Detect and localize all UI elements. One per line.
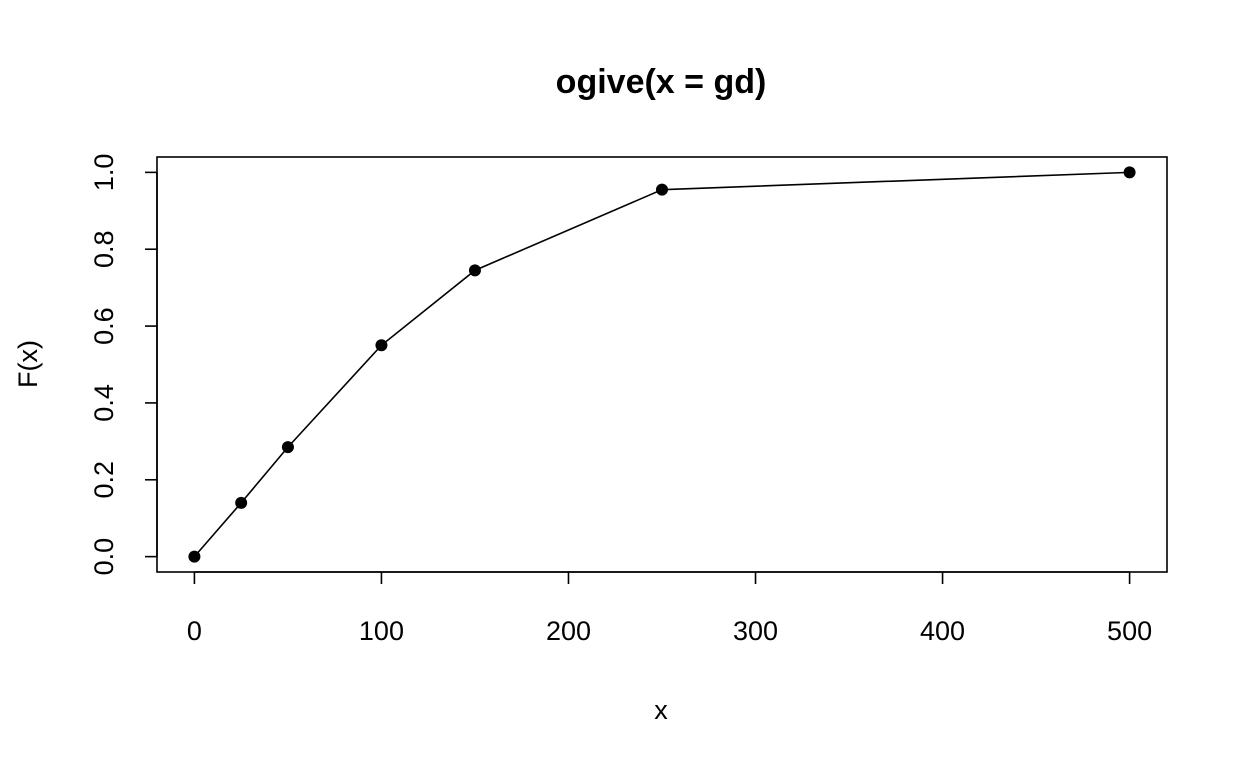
data-point — [235, 496, 248, 509]
data-point — [468, 264, 481, 277]
y-tick-label: 0.8 — [89, 230, 119, 268]
data-point — [188, 550, 201, 563]
x-tick-label: 300 — [733, 616, 778, 646]
y-axis-label: F(x) — [13, 340, 43, 388]
x-tick-label: 500 — [1107, 616, 1152, 646]
y-axis: 0.0 0.2 0.4 0.6 0.8 1.0 — [89, 154, 158, 576]
x-tick-label: 400 — [920, 616, 965, 646]
data-point — [656, 183, 668, 196]
x-tick-label: 100 — [359, 616, 404, 646]
x-tick-label: 0 — [187, 616, 202, 646]
y-tick-label: 0.6 — [89, 307, 119, 345]
x-axis: 0 100 200 300 400 500 — [187, 571, 1152, 646]
x-tick-label: 200 — [546, 616, 591, 646]
plot-frame — [156, 156, 1168, 573]
data-point — [375, 339, 388, 352]
data-point — [1123, 166, 1136, 179]
x-axis-label: x — [654, 695, 668, 725]
series-layer — [188, 166, 1136, 563]
y-tick-label: 1.0 — [89, 154, 119, 192]
y-tick-label: 0.4 — [89, 384, 119, 422]
data-point — [281, 441, 294, 454]
y-tick-label: 0.2 — [89, 461, 119, 499]
ogive-line — [193, 171, 1130, 558]
chart-title: ogive(x = gd) — [556, 63, 767, 101]
y-tick-label: 0.0 — [89, 538, 119, 576]
